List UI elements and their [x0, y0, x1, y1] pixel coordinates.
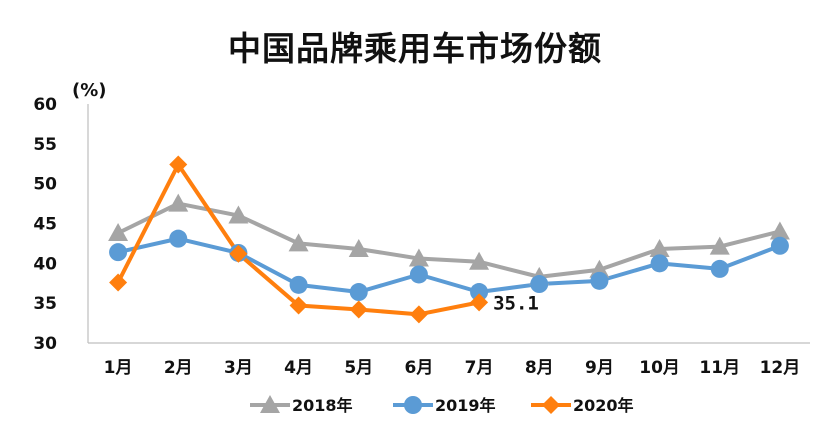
x-axis-ticks: 1月 2月 3月 4月 5月 6月 7月 8月 9月 10月 11月 12月 [104, 358, 801, 378]
y-tick-label: 50 [33, 175, 57, 195]
y-tick-label: 35 [33, 294, 57, 314]
data-point [530, 275, 549, 294]
data-point [710, 259, 729, 278]
data-point [590, 271, 609, 290]
y-axis-ticks: 30 35 40 45 50 55 60 (%) [33, 80, 106, 354]
y-axis-label: (%) [72, 80, 107, 101]
y-tick-label: 45 [33, 215, 57, 235]
data-point [289, 275, 308, 294]
data-point [349, 283, 368, 302]
x-tick-label: 4月 [284, 358, 313, 378]
legend-label: 2019年 [435, 396, 496, 415]
y-tick-label: 40 [33, 254, 57, 274]
x-tick-label: 5月 [344, 358, 373, 378]
data-point [769, 221, 790, 240]
data-point [108, 223, 129, 242]
legend-marker [542, 396, 560, 414]
data-point [228, 205, 249, 224]
data-point [469, 251, 490, 270]
data-point [589, 259, 610, 278]
x-tick-label: 8月 [525, 358, 554, 378]
x-tick-label: 6月 [404, 358, 433, 378]
series-line-1 [117, 236, 781, 295]
data-point [470, 283, 489, 302]
axes [87, 104, 810, 344]
x-tick-label: 9月 [585, 358, 614, 378]
data-point [709, 236, 730, 255]
data-point [168, 193, 189, 212]
chart-title: 中国品牌乘用车市场份额 [228, 29, 602, 68]
data-point [109, 243, 128, 262]
x-tick-label: 7月 [465, 358, 494, 378]
series-lines [116, 162, 781, 317]
y-tick-label: 60 [33, 95, 57, 115]
y-tick-label: 30 [33, 334, 57, 354]
data-point [409, 305, 428, 324]
data-point [109, 273, 128, 292]
data-point [229, 244, 248, 263]
data-point [408, 248, 429, 267]
legend-label: 2020年 [573, 396, 634, 415]
data-point [470, 293, 489, 312]
x-tick-label: 2月 [164, 358, 193, 378]
legend: 2018年 2019年 2020年 [250, 395, 634, 415]
y-tick-label: 55 [33, 135, 57, 155]
series-markers [108, 155, 790, 324]
data-point [770, 236, 789, 255]
data-point [169, 155, 188, 174]
annotations: 35.1 [493, 292, 539, 314]
x-tick-label: 12月 [760, 358, 801, 378]
data-point [349, 300, 368, 319]
data-point [169, 229, 188, 248]
data-point [348, 238, 369, 257]
legend-label: 2018年 [292, 396, 353, 415]
x-tick-label: 10月 [639, 358, 680, 378]
data-point [288, 233, 309, 252]
data-point [409, 265, 428, 284]
data-point [289, 296, 308, 315]
x-tick-label: 3月 [224, 358, 253, 378]
x-tick-label: 1月 [104, 358, 133, 378]
data-point [650, 254, 669, 273]
data-point [649, 238, 670, 257]
legend-marker [260, 395, 280, 413]
x-tick-label: 11月 [699, 358, 740, 378]
legend-marker [404, 396, 422, 414]
data-label: 35.1 [493, 292, 539, 314]
series-line-0 [117, 201, 781, 279]
